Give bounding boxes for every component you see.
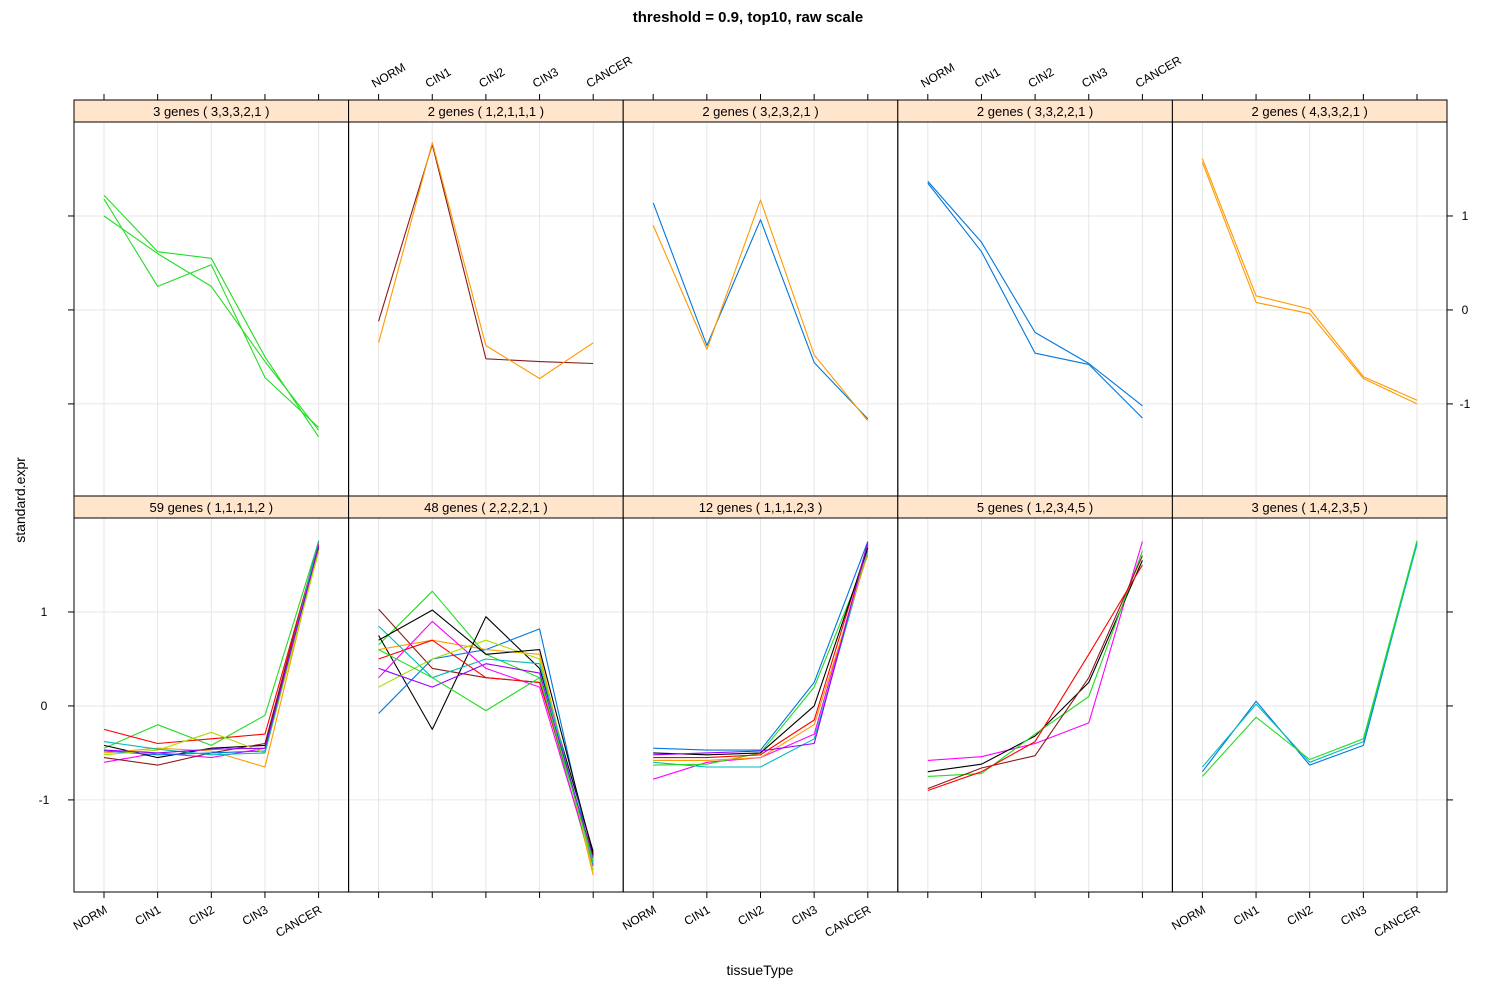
series-line bbox=[927, 180, 1143, 407]
strip-label: 12 genes ( 1,1,1,2,3 ) bbox=[699, 500, 823, 515]
series-line bbox=[1201, 162, 1418, 405]
strip-label: 48 genes ( 2,2,2,2,1 ) bbox=[424, 500, 548, 515]
panel: 2 genes ( 4,3,3,2,1 ) -1 0 1 bbox=[1171, 94, 1471, 497]
panels-layer: 3 genes ( 3,3,3,2,1 ) 2 genes ( 1,2,1,1,1… bbox=[39, 53, 1471, 940]
panel: 48 genes ( 2,2,2,2,1 ) bbox=[348, 495, 624, 898]
series-line bbox=[653, 547, 869, 756]
x-tick-label: CIN3 bbox=[530, 65, 561, 91]
strip-label: 5 genes ( 1,2,3,4,5 ) bbox=[977, 500, 1093, 515]
x-axis-title: tissueType bbox=[727, 962, 794, 978]
series-line bbox=[378, 649, 594, 862]
strip-label: 2 genes ( 4,3,3,2,1 ) bbox=[1252, 104, 1368, 119]
strip-label: 59 genes ( 1,1,1,1,2 ) bbox=[150, 500, 274, 515]
y-tick-label: -1 bbox=[39, 793, 50, 807]
x-tick-label: CIN2 bbox=[186, 902, 217, 928]
panel: 3 genes ( 1,4,2,3,5 ) NORM CIN1 CIN2 CIN3 CAN… bbox=[1169, 495, 1453, 940]
series-line bbox=[927, 560, 1143, 773]
series-line bbox=[378, 609, 594, 855]
x-tick-label: CIN1 bbox=[132, 902, 163, 928]
strip-label: 3 genes ( 1,4,2,3,5 ) bbox=[1252, 500, 1368, 515]
panel: 2 genes ( 1,2,1,1,1 ) NORM CIN1 CIN2 CIN3 CAN… bbox=[348, 53, 635, 497]
series-line bbox=[103, 546, 320, 768]
x-tick-label: CANCER bbox=[1372, 902, 1423, 940]
series-line bbox=[378, 144, 594, 365]
x-tick-label: CANCER bbox=[822, 902, 873, 940]
x-tick-label: NORM bbox=[918, 60, 957, 90]
x-tick-label: CIN2 bbox=[1026, 65, 1057, 91]
y-tick-label: 0 bbox=[1462, 303, 1469, 317]
strip-label: 2 genes ( 3,2,3,2,1 ) bbox=[702, 104, 818, 119]
series-line bbox=[378, 142, 594, 380]
y-axis-title: standard.expr bbox=[12, 457, 28, 543]
x-tick-label: CIN2 bbox=[735, 902, 766, 928]
panel: 2 genes ( 3,3,2,2,1 ) NORM CIN1 CIN2 CIN3 CAN… bbox=[897, 53, 1184, 497]
x-tick-label: CIN2 bbox=[476, 65, 507, 91]
series-line bbox=[652, 199, 869, 422]
x-tick-label: CIN3 bbox=[1079, 65, 1110, 91]
x-tick-label: CIN1 bbox=[423, 65, 454, 91]
series-line bbox=[653, 541, 869, 751]
series-line bbox=[652, 202, 869, 420]
x-tick-label: CIN1 bbox=[1231, 902, 1262, 928]
series-line bbox=[653, 542, 869, 756]
panel: 5 genes ( 1,2,3,4,5 ) bbox=[897, 495, 1173, 898]
series-line bbox=[103, 194, 320, 438]
x-tick-label: CIN3 bbox=[1338, 902, 1369, 928]
x-tick-label: CIN3 bbox=[240, 902, 271, 928]
x-tick-label: CIN3 bbox=[789, 902, 820, 928]
y-tick-label: 1 bbox=[1462, 209, 1469, 223]
series-line bbox=[378, 620, 594, 866]
panel: 2 genes ( 3,2,3,2,1 ) bbox=[622, 94, 899, 497]
series-line bbox=[927, 182, 1143, 419]
series-line bbox=[927, 541, 1143, 761]
series-line bbox=[927, 555, 1143, 790]
x-tick-label: NORM bbox=[1169, 902, 1208, 932]
panel: 59 genes ( 1,1,1,1,2 ) NORM CIN1 CIN2 CIN3 CA… bbox=[39, 495, 350, 940]
y-tick-label: 0 bbox=[41, 699, 48, 713]
x-tick-label: CANCER bbox=[273, 902, 324, 940]
series-line bbox=[653, 544, 869, 759]
x-tick-label: CIN2 bbox=[1285, 902, 1316, 928]
strip-label: 3 genes ( 3,3,3,2,1 ) bbox=[153, 104, 269, 119]
panel: 12 genes ( 1,1,1,2,3 ) NORM CIN1 CIN2 CIN3 CA… bbox=[620, 495, 899, 940]
series-line bbox=[653, 553, 869, 761]
x-tick-label: CANCER bbox=[584, 53, 635, 91]
series-line bbox=[378, 625, 594, 864]
series-line bbox=[1201, 158, 1418, 401]
x-tick-label: CIN1 bbox=[972, 65, 1003, 91]
series-line bbox=[103, 198, 319, 428]
series-line bbox=[103, 546, 320, 754]
series-line bbox=[103, 541, 320, 749]
x-tick-label: NORM bbox=[620, 902, 659, 932]
y-tick-label: -1 bbox=[1460, 397, 1471, 411]
series-line bbox=[1201, 544, 1418, 768]
strip-label: 2 genes ( 1,2,1,1,1 ) bbox=[428, 104, 544, 119]
chart-title: threshold = 0.9, top10, raw scale bbox=[633, 9, 864, 26]
series-line bbox=[378, 663, 594, 859]
series-line bbox=[103, 544, 320, 745]
x-tick-label: CIN1 bbox=[682, 902, 713, 928]
series-line bbox=[1201, 540, 1418, 777]
series-line bbox=[927, 564, 1143, 792]
strip-label: 2 genes ( 3,3,2,2,1 ) bbox=[977, 104, 1093, 119]
panel: 3 genes ( 3,3,3,2,1 ) bbox=[68, 94, 350, 497]
y-tick-label: 1 bbox=[41, 605, 48, 619]
x-tick-label: NORM bbox=[369, 60, 408, 90]
series-line bbox=[103, 215, 320, 431]
x-tick-label: NORM bbox=[71, 902, 110, 932]
x-tick-label: CANCER bbox=[1133, 53, 1184, 91]
